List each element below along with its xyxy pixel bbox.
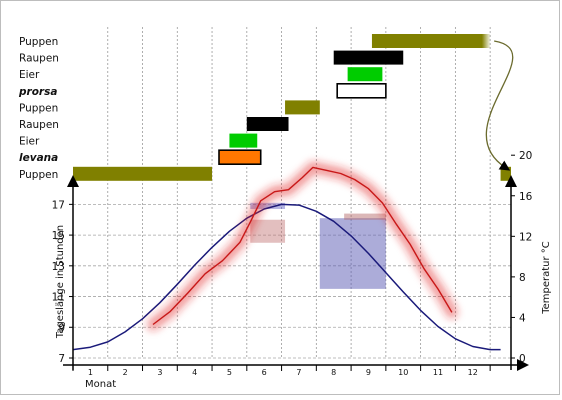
gantt-bar-4: [285, 100, 320, 115]
left-axis-title: Tageslänge in Stunden: [55, 225, 66, 339]
right-tick-label-5: 20: [519, 150, 532, 162]
series-layer: [72, 161, 501, 351]
month-label-10: 10: [398, 368, 408, 377]
highlight-box-0: [250, 202, 286, 209]
gantt-bar-1: [333, 50, 404, 65]
row-label-5: Raupen: [19, 119, 59, 131]
right-tick-label-0: 0: [519, 353, 526, 365]
highlight-layer: [250, 202, 386, 289]
row-label-2: Eier: [19, 69, 40, 81]
right-tick-label-1: 4: [519, 312, 526, 324]
gantt-bar-3: [336, 83, 387, 99]
generation-connector: [485, 40, 514, 171]
right-tick-label-4: 16: [519, 191, 533, 203]
gantt-bar-5: [246, 117, 289, 131]
highlight-box-2: [319, 218, 386, 289]
series-line-temperature: [152, 166, 453, 326]
month-label-2: 2: [123, 368, 128, 377]
row-label-8: Puppen: [19, 169, 58, 181]
month-label-6: 6: [262, 368, 267, 377]
series-glow-1: [147, 161, 458, 331]
right-tick-label-3: 12: [519, 231, 532, 243]
month-label-5: 5: [227, 368, 232, 377]
month-label-3: 3: [157, 368, 162, 377]
month-label-8: 8: [331, 368, 336, 377]
row-label-4: Puppen: [19, 102, 58, 114]
gantt-bar-6: [229, 133, 258, 148]
gantt-layer: Puppen Raupen Eier prorsa Puppen Raupen Eier le…: [18, 34, 514, 181]
month-label-12: 12: [468, 368, 478, 377]
left-tick-label-5: 17: [52, 199, 65, 211]
series-line-daylength: [72, 203, 501, 351]
gantt-bar-7: [218, 149, 262, 165]
row-label-3: prorsa: [18, 86, 57, 98]
right-axis-title: Temperatur °C: [541, 241, 552, 315]
gantt-bar-9: [500, 166, 511, 181]
month-label-1: 1: [88, 368, 93, 377]
row-label-1: Raupen: [19, 53, 59, 65]
month-label-9: 9: [366, 368, 371, 377]
row-label-7: levana: [19, 152, 58, 164]
month-label-4: 4: [192, 368, 197, 377]
left-tick-label-1: 9: [58, 322, 65, 334]
month-label-11: 11: [433, 368, 443, 377]
gantt-bar-2: [347, 67, 383, 82]
right-tick-label-2: 8: [519, 272, 526, 284]
left-tick-label-0: 7: [58, 353, 65, 365]
gantt-bar-8: [73, 166, 213, 181]
month-label-7: 7: [296, 368, 301, 377]
left-tick-label-4: 15: [52, 230, 65, 242]
left-tick-label-2: 11: [52, 292, 65, 304]
row-label-0: Puppen: [19, 36, 58, 48]
x-axis-title: Monat: [85, 379, 116, 390]
highlight-box-3: [344, 213, 386, 220]
left-tick-label-3: 13: [52, 261, 65, 273]
gantt-bar-0: [371, 34, 491, 48]
row-label-6: Eier: [19, 136, 40, 148]
highlight-box-1: [250, 219, 286, 243]
